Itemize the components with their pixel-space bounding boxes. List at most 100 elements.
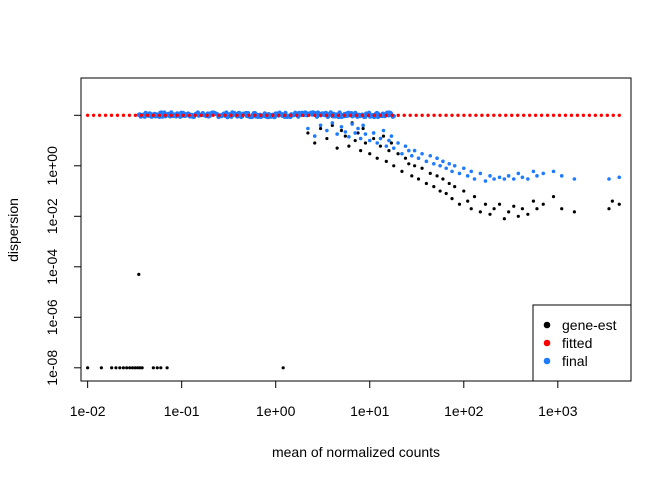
y-tick-label: 1e-08 [44,350,60,386]
fitted-point [551,113,556,117]
final-point [432,161,436,166]
fitted-point [432,113,436,117]
fitted-point [396,113,400,117]
y-tick-label: 1e-04 [44,249,60,285]
fitted-point [486,113,490,117]
fitted-point [193,113,197,117]
fitted-point [510,113,514,117]
legend-label-fitted: fitted [562,335,592,351]
final-point [335,132,339,136]
gene-est-point [325,136,329,141]
fitted-point [91,113,96,117]
final-point [457,171,462,176]
final-point [358,136,363,141]
fitted-point [157,113,162,117]
gene-est-point [478,210,482,214]
final-point [469,169,474,174]
x-tick-label: 1e-01 [164,403,200,419]
gene-est-point [424,181,428,186]
gene-est-point [375,156,379,160]
gene-est-point [381,134,386,138]
gene-est-point [610,199,614,203]
final-point [371,131,376,135]
gene-est-point [410,174,414,178]
fitted-point [277,113,281,117]
fitted-point [521,113,526,117]
gene-est-point [502,217,506,221]
fitted-point [175,113,179,117]
gene-est-point [435,174,439,178]
final-point [361,123,365,128]
gene-est-point [617,202,621,206]
gene-est-point [343,134,347,138]
fitted-point [360,113,365,117]
final-point [420,151,424,156]
final-point [400,151,404,156]
gene-est-point [466,199,470,203]
fitted-point [151,113,156,117]
fitted-point [450,113,454,117]
fitted-point [420,113,424,117]
fitted-point [539,113,544,117]
fitted-point [318,113,323,117]
final-point [343,130,348,134]
fitted-point [354,113,359,117]
fitted-point [533,113,538,117]
final-point [531,169,536,174]
gene-est-point [392,164,396,168]
final-point [450,169,454,174]
fitted-point [516,113,520,117]
final-point [381,128,386,133]
final-point [353,131,357,135]
fitted-point [599,113,604,117]
gene-est-point [347,144,351,148]
x-tick-label: 1e+00 [256,403,296,419]
fitted-point [527,113,532,117]
gene-est-point [140,366,144,370]
final-point [559,174,564,178]
legend-label-final: final [562,353,588,369]
fitted-point [605,113,610,117]
fitted-point [456,113,460,117]
fitted-point [384,113,388,117]
fitted-point [462,113,466,117]
fitted-point [289,113,293,117]
fitted-point [569,113,574,117]
gene-est-point [313,141,317,145]
gene-est-point [151,366,155,370]
fitted-point [444,113,448,117]
gene-est-point [531,199,536,203]
fitted-point [390,113,394,117]
fitted-point [563,113,568,117]
final-point [541,171,546,176]
gene-est-point [339,128,344,133]
gene-est-point [363,141,368,145]
gene-est-point [462,189,466,193]
final-point [461,166,466,171]
fitted-point [575,113,580,117]
points-layer [85,110,622,370]
gene-est-point [165,366,169,370]
gene-est-point [361,126,365,131]
y-tick-label: 1e-06 [44,299,60,335]
fitted-point [97,113,102,117]
gene-est-point [121,366,125,370]
final-point [502,177,507,181]
x-tick-label: 1e-02 [70,403,106,419]
gene-est-point [447,181,451,186]
gene-est-point [130,366,135,370]
final-point [535,174,539,178]
gene-est-point [444,191,448,196]
fitted-point [85,113,90,117]
final-point [312,134,317,138]
fitted-point [127,113,132,117]
fitted-point [414,113,418,117]
final-point [347,135,351,139]
gene-est-point [457,202,462,206]
final-point [339,125,344,129]
fitted-point [115,113,120,117]
final-point [356,126,360,131]
fitted-point [342,113,347,117]
fitted-point [545,113,550,117]
